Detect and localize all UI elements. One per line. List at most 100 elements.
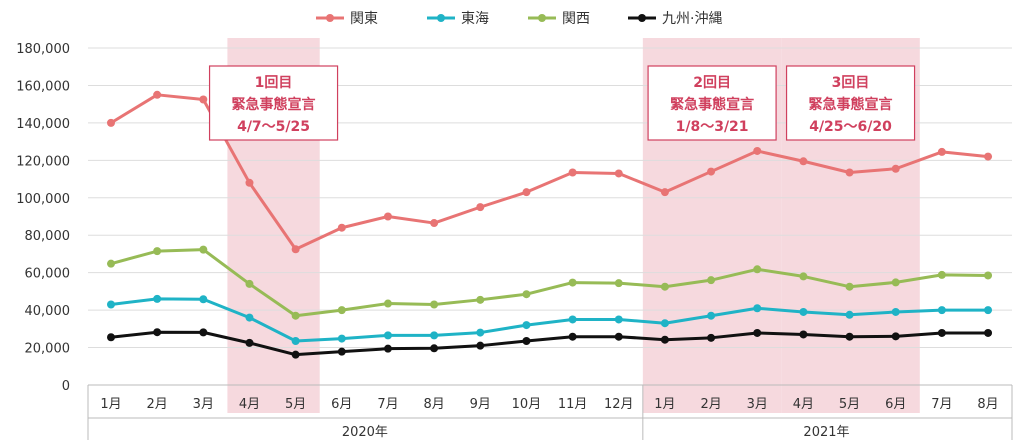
x-tick-label: 5月 [839,397,860,412]
x-tick-label: 10月 [512,397,542,412]
annotation-text: 緊急事態宣言 [232,96,316,113]
data-point [522,290,531,299]
data-point [614,332,623,341]
year-label: 2021年 [803,425,849,440]
annotation-text: 1回目 [255,75,293,91]
data-point [199,95,208,104]
data-point [476,328,485,337]
data-point [568,332,577,341]
data-point [383,212,392,221]
annotation-box-1 [208,65,339,141]
series-line [110,248,989,318]
data-point [984,152,993,161]
annotation-text: 1/8〜3/21 [676,119,749,135]
data-point [568,278,577,287]
data-point [153,294,162,303]
data-point [291,311,300,320]
x-tick-label: 3月 [193,397,214,412]
legend-label: 関東 [350,11,378,27]
series-3 [107,245,993,320]
data-point [984,328,993,337]
data-point [245,279,254,288]
x-axis: 1月 2月 3月 4月 5月 6月 7月 8月 9月 10月 11月 12月 1月 2月 3月 4月 5月 6月 7… [87,385,1013,440]
data-point [799,157,808,166]
y-tick-label: 60,000 [25,267,71,282]
annotation-text: 緊急事態宣言 [670,96,754,113]
data-point [891,278,900,287]
data-point [476,295,485,304]
data-point [337,334,346,343]
y-tick-label: 100,000 [16,192,70,207]
data-point [476,341,485,350]
y-axis-ticks: 0 20,000 40,000 60,000 80,000 100,000 120,000 1… [16,42,70,394]
y-tick-label: 40,000 [25,304,71,319]
data-point [199,295,208,304]
data-point [660,319,669,328]
data-point [984,306,993,315]
data-point [430,219,439,228]
data-point [291,350,300,359]
data-point [891,332,900,341]
x-tick-label: 11月 [558,397,588,412]
data-point [522,337,531,346]
data-point [430,300,439,309]
data-point [383,344,392,353]
x-tick-label: 7月 [377,397,398,412]
x-tick-label: 12月 [604,397,634,412]
data-point [568,168,577,177]
y-tick-label: 120,000 [16,154,70,169]
series-line [110,297,989,343]
data-point [107,300,115,309]
data-point [660,335,669,344]
data-point [245,178,254,187]
y-tick-label: 20,000 [25,342,71,357]
data-point [937,270,946,279]
data-point [153,328,162,337]
data-point [753,265,762,274]
series-4 [107,328,993,359]
data-point [937,328,946,337]
data-point [937,306,946,315]
data-point [337,306,346,315]
legend-marker [437,14,445,22]
series-1 [107,90,993,254]
y-tick-label: 180,000 [16,42,70,57]
data-point [891,307,900,316]
data-point [660,282,669,291]
data-point [153,247,162,256]
gridlines [88,47,1012,386]
data-point [245,338,254,347]
data-point [937,147,946,156]
legend-label: 東海 [461,11,489,27]
series-line [110,330,989,357]
data-point [337,347,346,356]
annotation-text: 3回目 [832,75,870,91]
data-point [845,332,854,341]
data-point [199,328,208,337]
legend-label: 関西 [562,11,590,27]
data-point [245,313,254,322]
annotation-box-2 [647,65,777,141]
data-point [707,311,716,320]
x-tick-label: 2月 [700,397,721,412]
data-point [199,245,208,254]
x-tick-label: 9月 [470,397,491,412]
data-point [614,315,623,324]
series-line [110,93,989,251]
data-point [337,223,346,232]
year-label: 2020年 [342,425,388,440]
data-point [660,188,669,197]
data-point [522,321,531,330]
y-tick-label: 140,000 [16,117,70,132]
x-tick-label: 5月 [285,397,306,412]
annotation-box-3 [785,65,916,141]
x-tick-label: 7月 [931,397,952,412]
x-tick-label: 6月 [331,397,352,412]
data-point [522,188,531,197]
x-tick-label: 4月 [793,397,814,412]
x-tick-label: 4月 [239,397,260,412]
data-point [430,331,439,340]
x-tick-label: 1月 [100,397,121,412]
legend: 関東 東海 関西 九州·沖縄 [316,11,722,27]
